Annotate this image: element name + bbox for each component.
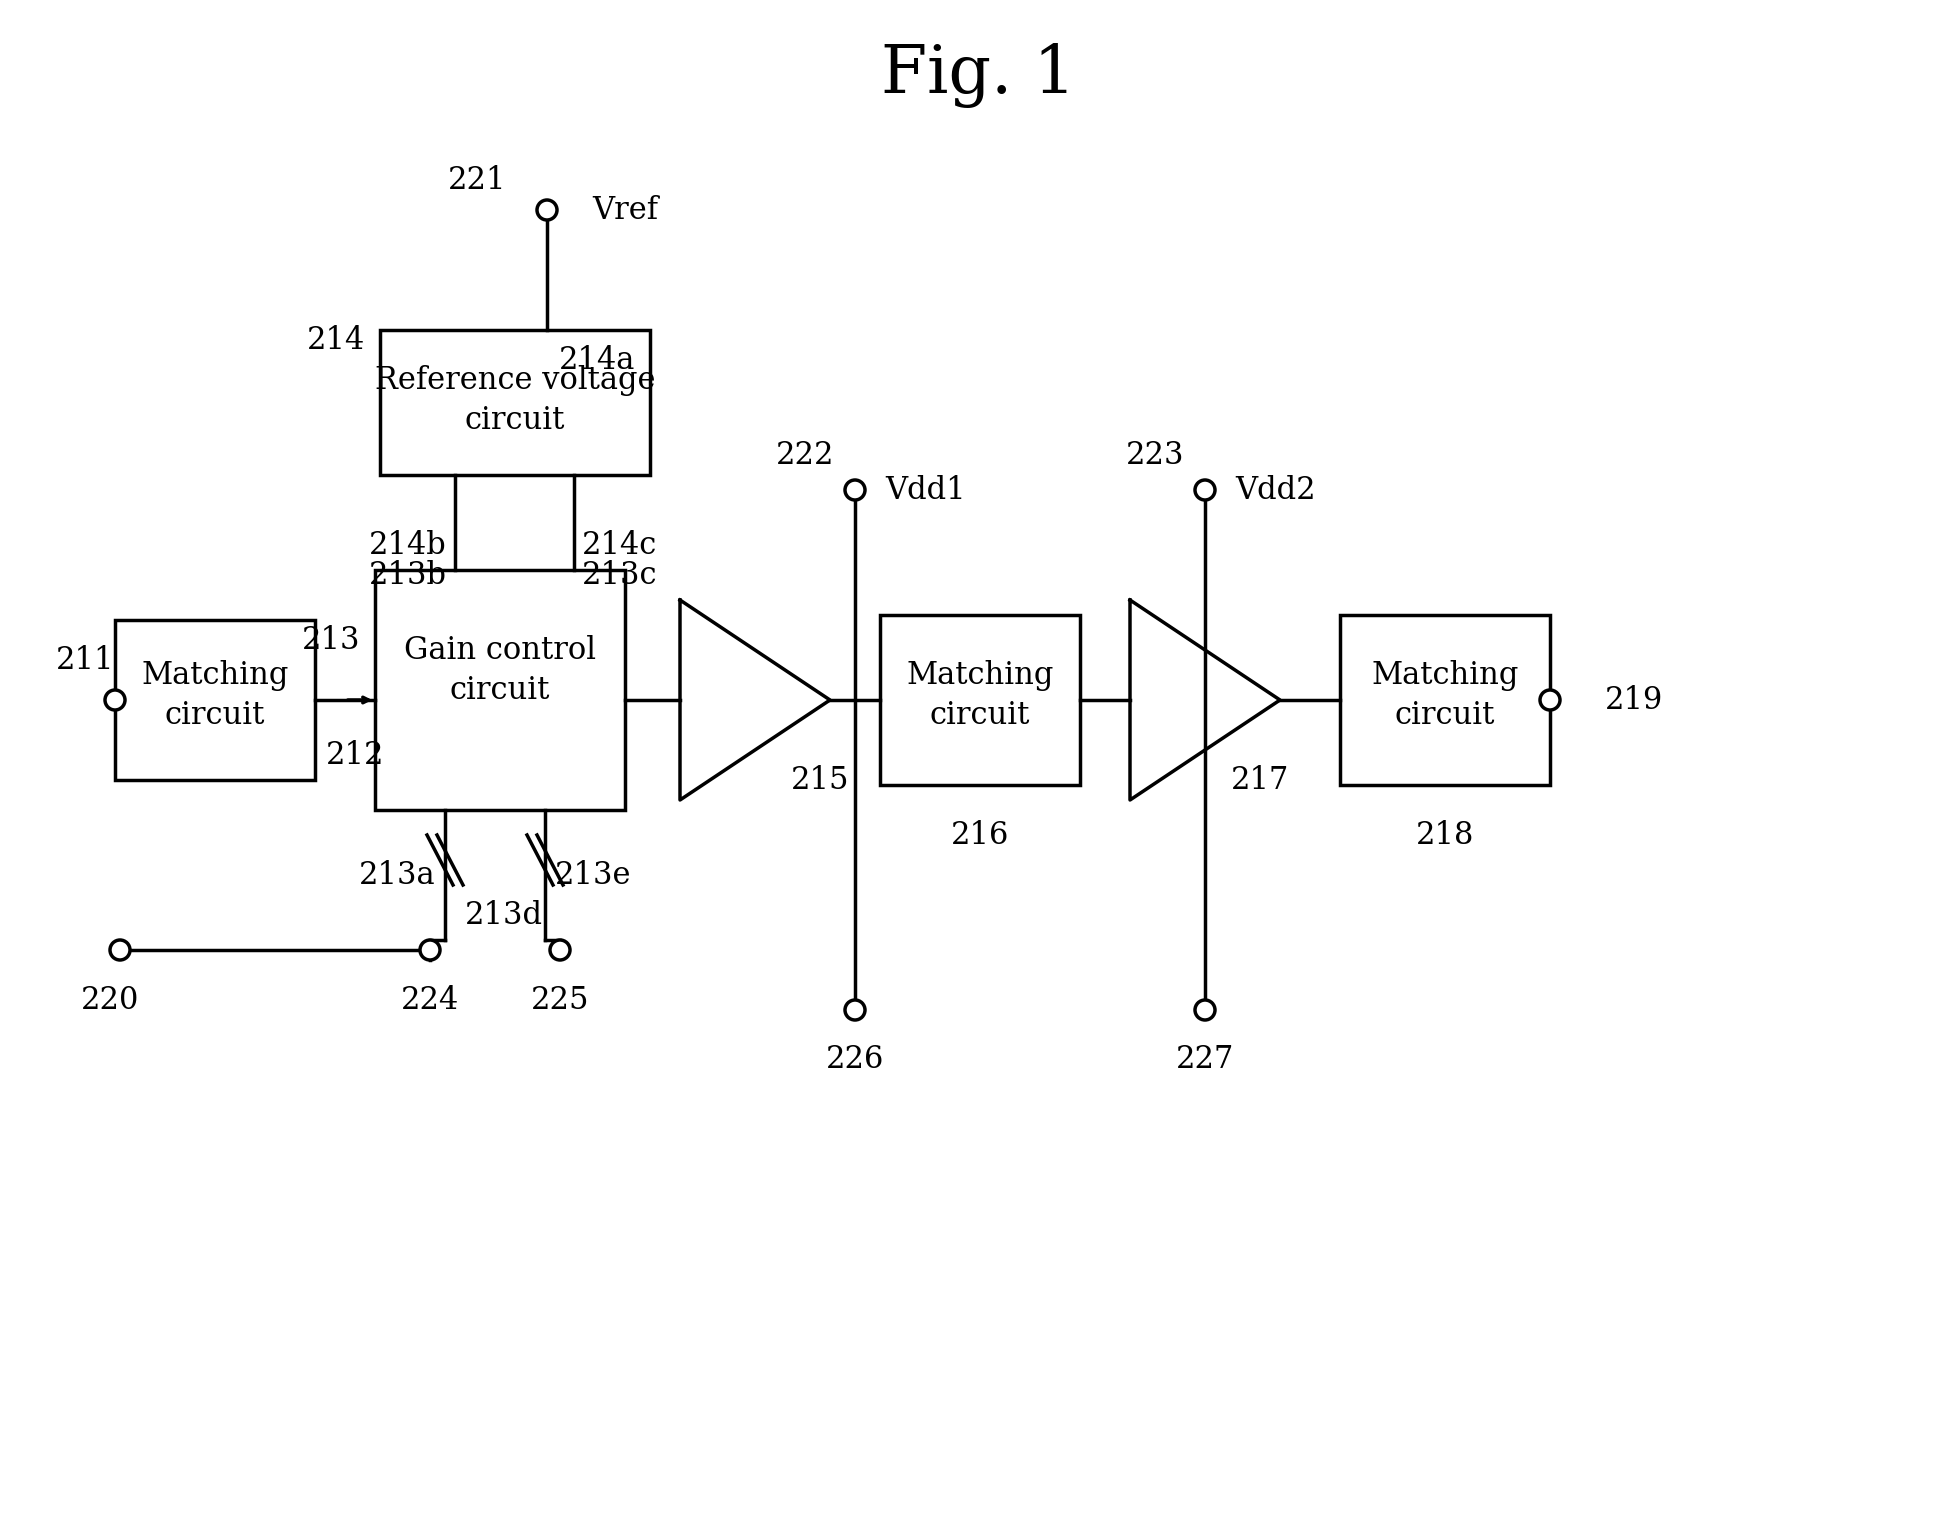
Circle shape	[106, 690, 125, 710]
Circle shape	[538, 200, 557, 219]
Text: 211: 211	[57, 645, 113, 675]
Text: Vdd1: Vdd1	[884, 474, 966, 506]
Polygon shape	[680, 600, 829, 800]
Circle shape	[109, 940, 129, 960]
Text: 223: 223	[1126, 439, 1183, 471]
Text: 213c: 213c	[583, 559, 657, 590]
Bar	[1339, 616, 1548, 785]
Text: 219: 219	[1605, 684, 1662, 715]
Text: Fig. 1: Fig. 1	[880, 43, 1075, 108]
Text: 226: 226	[825, 1044, 884, 1076]
Text: 214: 214	[307, 325, 366, 355]
Text: Gain control: Gain control	[405, 634, 596, 666]
Text: circuit: circuit	[465, 404, 565, 436]
Text: 213e: 213e	[555, 860, 631, 890]
Circle shape	[420, 940, 440, 960]
Text: circuit: circuit	[450, 675, 549, 706]
Circle shape	[845, 480, 864, 500]
Circle shape	[549, 940, 569, 960]
Bar	[375, 570, 626, 809]
Text: Matching: Matching	[905, 660, 1054, 690]
Text: 222: 222	[776, 439, 835, 471]
Text: 213a: 213a	[358, 860, 434, 890]
Bar	[115, 620, 315, 780]
Text: Reference voltage: Reference voltage	[375, 364, 655, 396]
Text: 214c: 214c	[583, 529, 657, 561]
Text: 225: 225	[530, 985, 588, 1015]
Text: Vref: Vref	[592, 195, 657, 226]
Text: 221: 221	[448, 165, 506, 195]
Text: 213: 213	[301, 625, 360, 655]
Circle shape	[1539, 690, 1560, 710]
Text: 218: 218	[1415, 820, 1474, 850]
Text: 227: 227	[1175, 1044, 1234, 1076]
Text: circuit: circuit	[929, 700, 1030, 730]
Text: 215: 215	[790, 765, 848, 796]
Text: 224: 224	[401, 985, 459, 1015]
Text: Matching: Matching	[141, 660, 289, 690]
Circle shape	[1195, 1000, 1214, 1020]
Polygon shape	[1130, 600, 1279, 800]
Text: Matching: Matching	[1370, 660, 1517, 690]
Text: circuit: circuit	[164, 700, 266, 730]
Text: 214b: 214b	[369, 529, 448, 561]
Text: 214a: 214a	[559, 344, 635, 375]
Text: Vdd2: Vdd2	[1234, 474, 1316, 506]
Bar	[379, 331, 649, 475]
Circle shape	[1195, 480, 1214, 500]
Text: 217: 217	[1230, 765, 1288, 796]
Text: 213b: 213b	[369, 559, 448, 590]
Circle shape	[845, 1000, 864, 1020]
Text: 216: 216	[950, 820, 1009, 850]
Bar	[880, 616, 1079, 785]
Text: 220: 220	[80, 985, 139, 1015]
Text: 212: 212	[326, 739, 383, 771]
Text: circuit: circuit	[1394, 700, 1494, 730]
Text: 213d: 213d	[465, 899, 543, 931]
